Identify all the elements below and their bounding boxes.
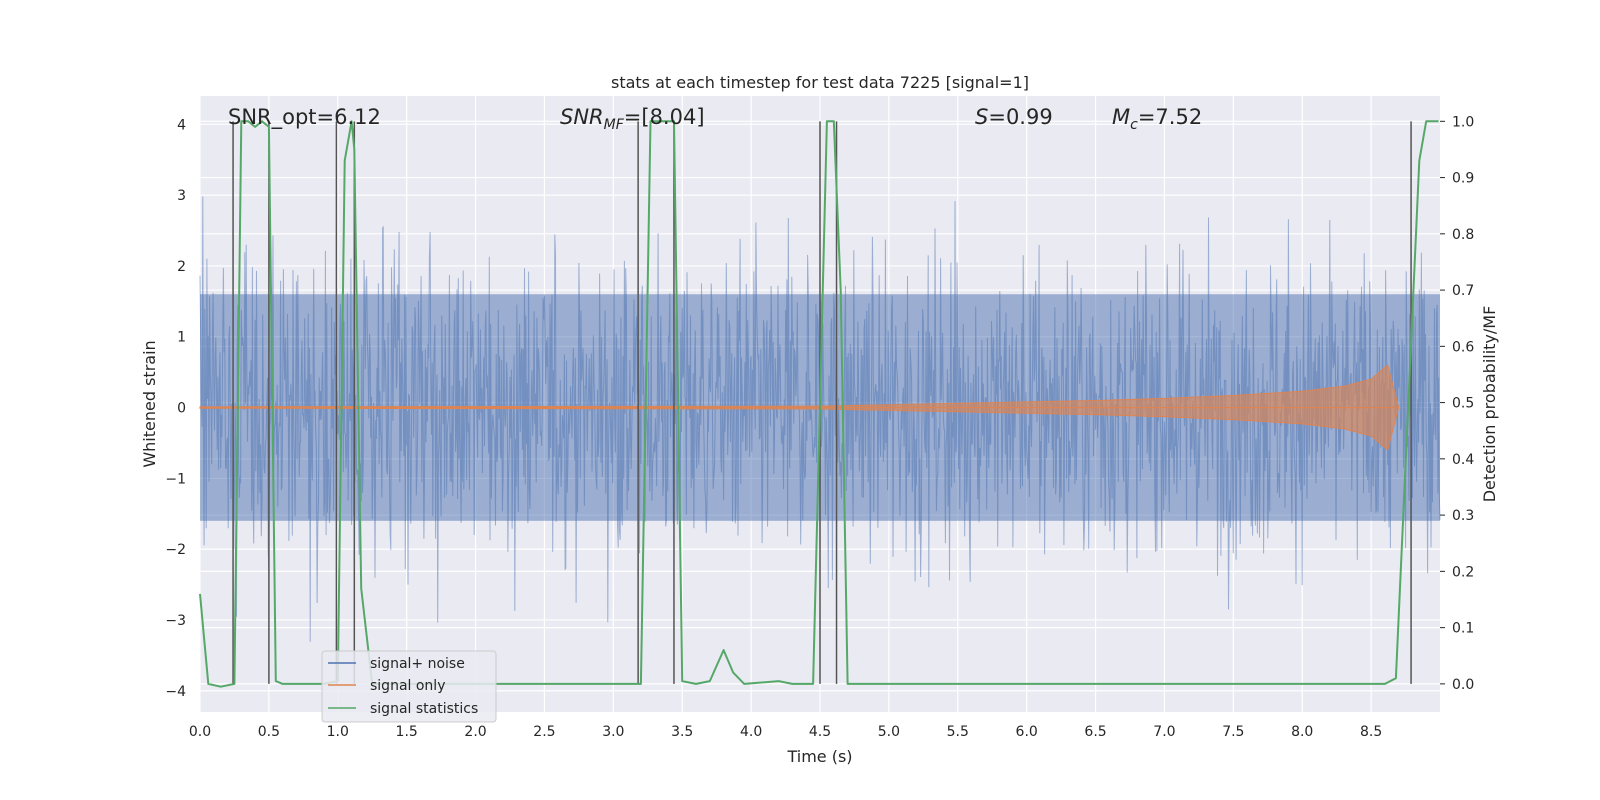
annotation-snr-mf-value: =[8.04] [624, 105, 705, 129]
x-tick-label: 3.5 [671, 724, 693, 740]
y-tick-label: −2 [165, 542, 186, 558]
legend-label-signal-only: signal only [370, 678, 445, 694]
y-axis-label: Whitened strain [140, 340, 159, 467]
x-tick-label: 5.0 [878, 724, 900, 740]
legend-label-signal-statistics: signal statistics [370, 701, 478, 717]
x-tick-label: 6.0 [1016, 724, 1038, 740]
y2-tick-label: 0.5 [1452, 396, 1474, 412]
x-tick-label: 2.5 [533, 724, 555, 740]
x-tick-label: 4.0 [740, 724, 762, 740]
x-tick-label: 1.5 [396, 724, 418, 740]
y-tick-label: −1 [165, 471, 186, 487]
x-tick-label: 2.0 [464, 724, 486, 740]
y2-tick-label: 0.2 [1452, 564, 1474, 580]
x-tick-label: 7.0 [1153, 724, 1175, 740]
y-tick-label: 3 [177, 188, 186, 204]
tick-labels: 0.0 0.5 1.0 1.5 2.0 2.5 3.0 3.5 4.0 4.5 5.0 5.5 6.0 6… [165, 114, 1474, 740]
y2-tick-label: 0.6 [1452, 339, 1474, 355]
x-tick-label: 0.5 [258, 724, 280, 740]
x-tick-label: 3.0 [602, 724, 624, 740]
statistics-line [199, 120, 1439, 688]
signal-statistics-series [199, 120, 1439, 688]
annotation-snr-mf-sub: MF [604, 117, 625, 133]
y2-tick-label: 1.0 [1452, 114, 1474, 130]
y2-tick-label: 0.9 [1452, 171, 1474, 187]
x-axis-label: Time (s) [786, 747, 852, 766]
annotation-snr-mf-label: SNR [560, 105, 604, 129]
legend: signal+ noise signal only signal statist… [321, 650, 497, 723]
y2-tick-label: 0.1 [1452, 621, 1474, 637]
annotation-s-value: =0.99 [988, 105, 1052, 129]
x-tick-label: 5.5 [947, 724, 969, 740]
y2-tick-label: 0.8 [1452, 227, 1474, 243]
annotation-snr-opt: SNR_opt=6.12 [228, 105, 381, 130]
x-tick-label: 8.5 [1360, 724, 1382, 740]
legend-label-signal-noise: signal+ noise [370, 656, 465, 672]
y-tick-label: −4 [165, 684, 186, 700]
x-tick-label: 8.0 [1291, 724, 1313, 740]
chart-title: stats at each timestep for test data 722… [611, 73, 1029, 92]
x-tick-label: 0.0 [189, 724, 211, 740]
y-tick-label: 1 [177, 330, 186, 346]
annotation-s: S=0.99 [975, 105, 1053, 129]
y2-tick-label: 0.3 [1452, 508, 1474, 524]
legend-box [321, 650, 497, 723]
annotation-mc: Mc=7.52 [1112, 105, 1202, 133]
vertical-markers [232, 121, 1412, 684]
y-tick-label: 0 [177, 401, 186, 417]
signal-only-series [199, 364, 1400, 451]
annotation-s-label: S [975, 105, 988, 129]
annotation-mc-value: =7.52 [1138, 105, 1202, 129]
y2-tick-label: 0.7 [1452, 283, 1474, 299]
annotation-snr-mf: SNRMF=[8.04] [560, 105, 705, 133]
y-tick-label: 2 [177, 259, 186, 275]
y2-axis-label: Detection probability/MF [1480, 306, 1499, 503]
y2-tick-label: 0.4 [1452, 452, 1474, 468]
x-tick-label: 7.5 [1222, 724, 1244, 740]
annotation-mc-sub: c [1130, 117, 1138, 133]
y-tick-label: 4 [177, 117, 186, 133]
y2-tick-label: 0.0 [1452, 677, 1474, 693]
x-tick-label: 6.5 [1084, 724, 1106, 740]
annotation-mc-label: M [1112, 105, 1130, 129]
x-tick-label: 4.5 [809, 724, 831, 740]
x-tick-label: 1.0 [327, 724, 349, 740]
y-tick-label: −3 [165, 613, 186, 629]
